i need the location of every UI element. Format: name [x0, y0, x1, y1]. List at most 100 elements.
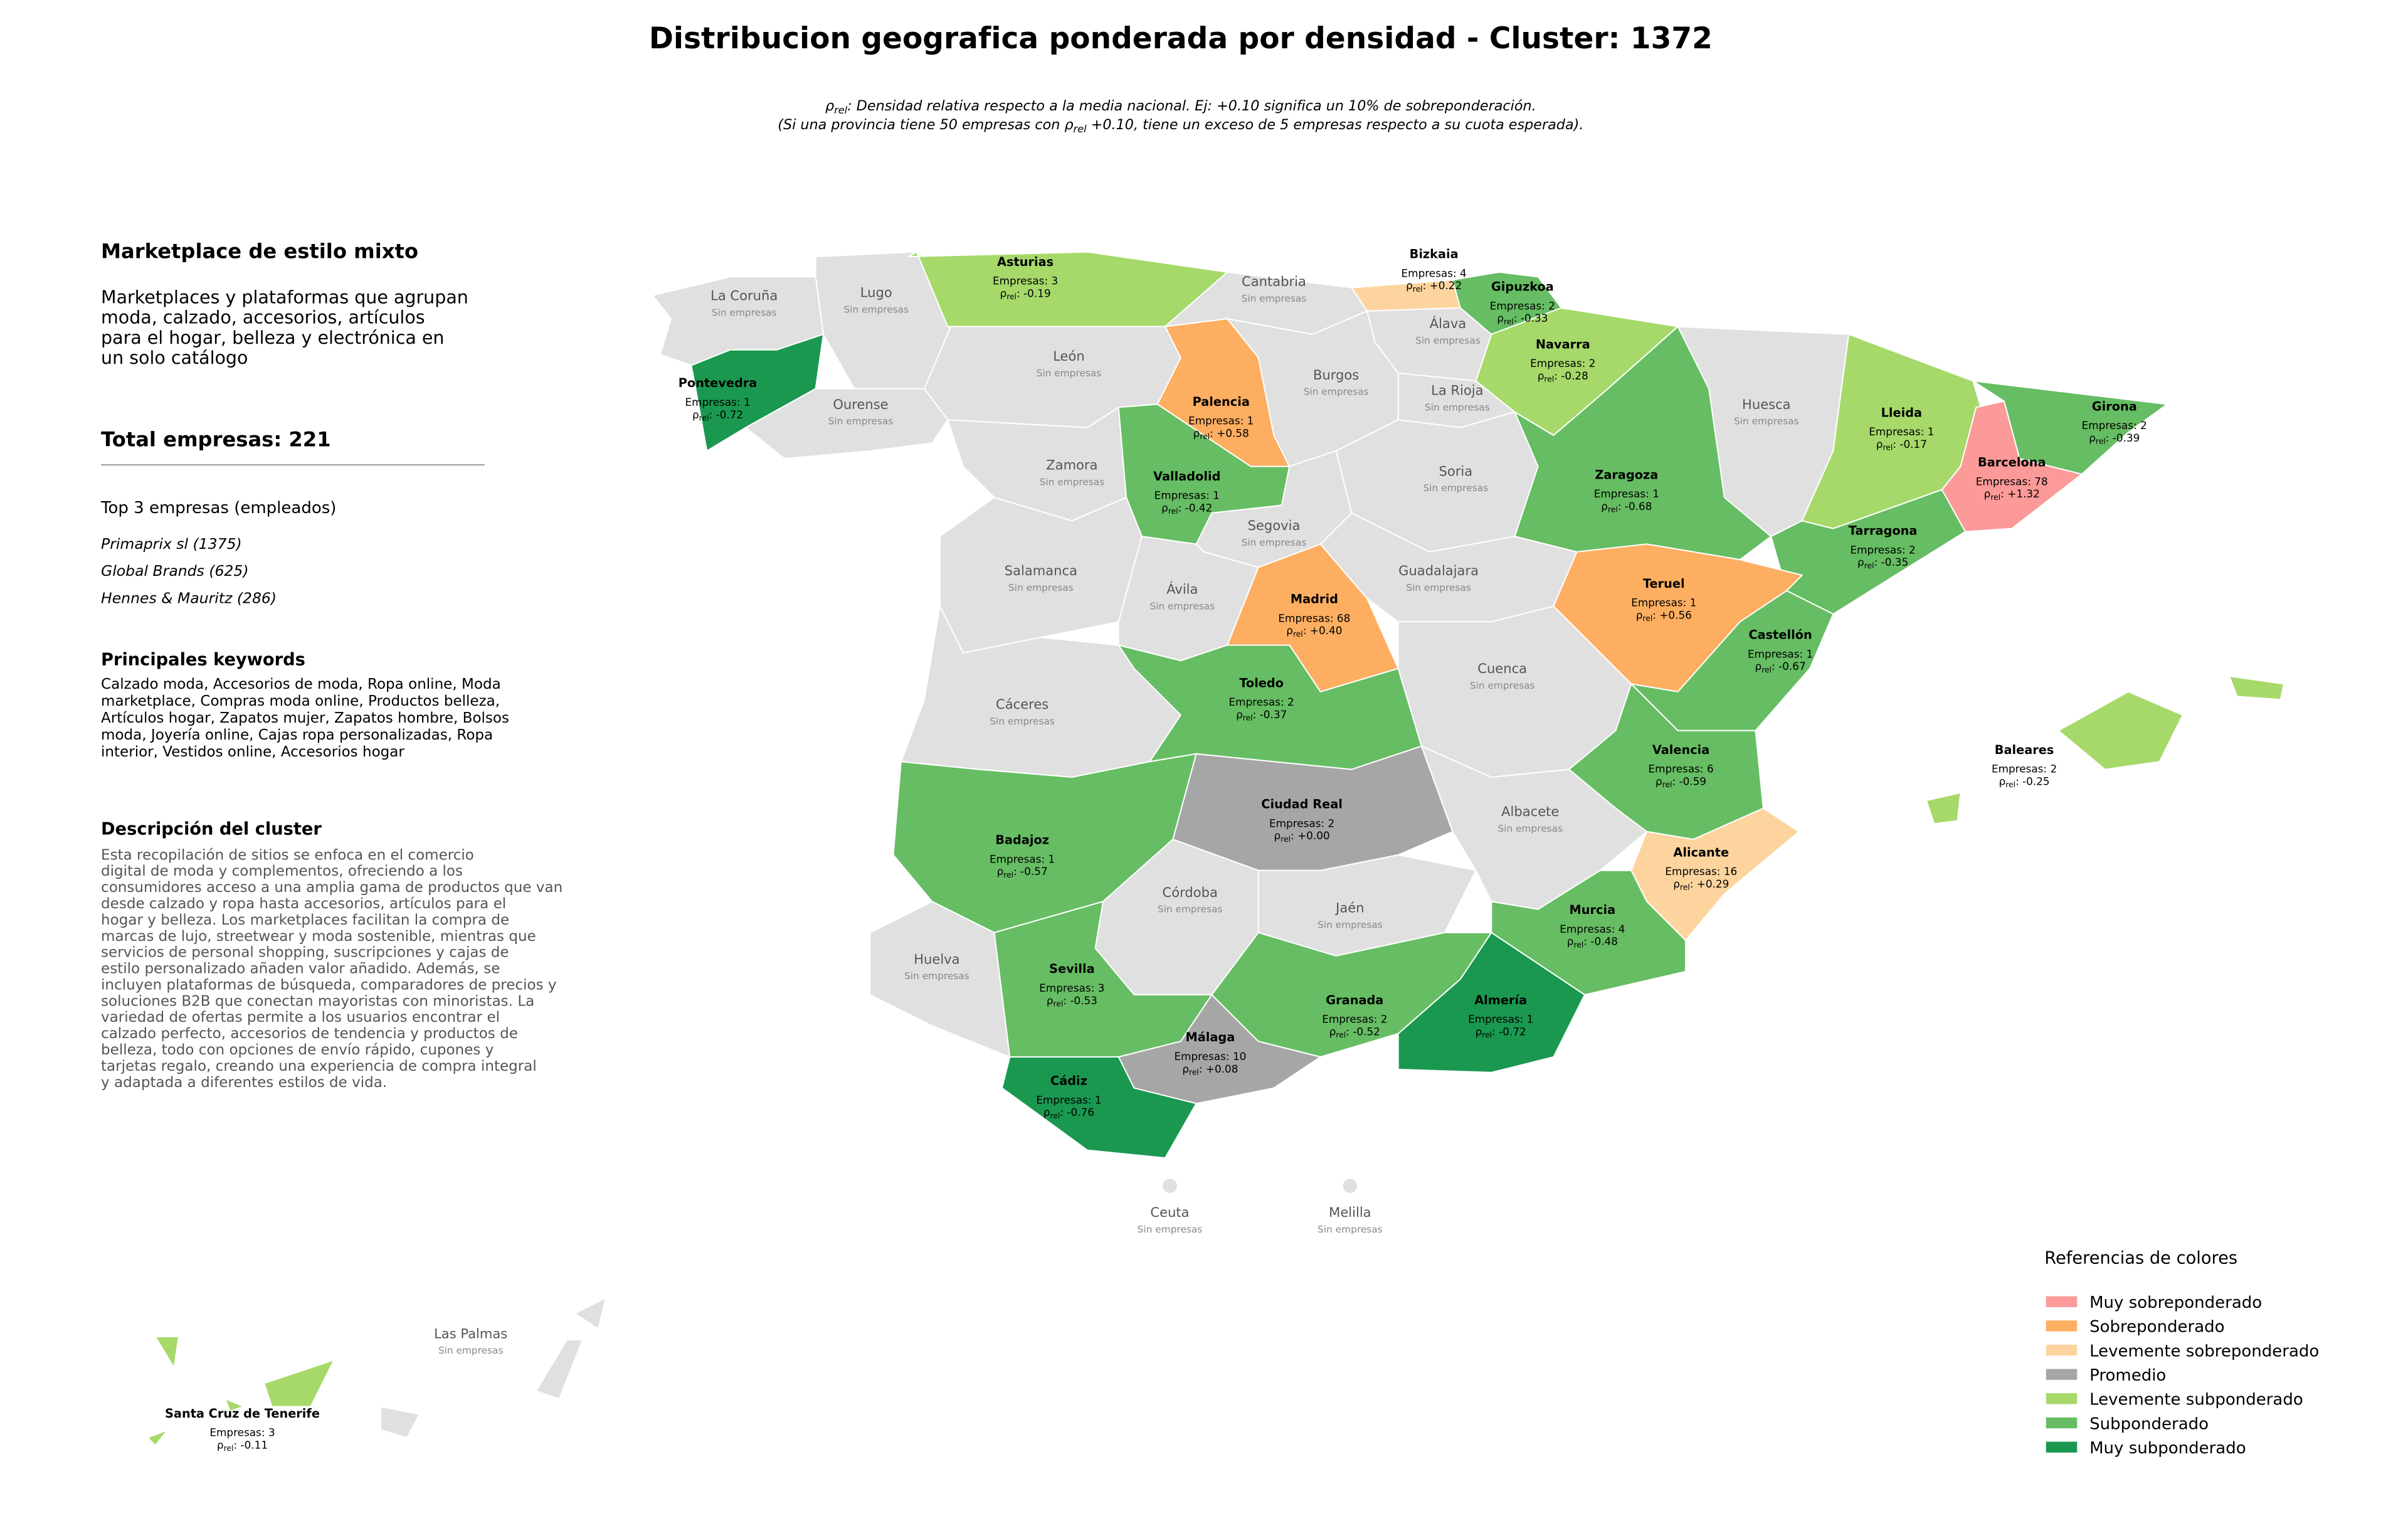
companies-count: 2: [1381, 1012, 1388, 1025]
subtitle-line: (Si una provincia tiene 50 empresas con …: [778, 117, 1583, 135]
rho-subscript: rel: [1336, 1031, 1346, 1039]
description-line: soluciones B2B que conectan mayoristas c…: [101, 993, 534, 1009]
province-rho: ρrel: -0.67: [1755, 660, 1806, 674]
province-rho: ρrel: +0.29: [1673, 878, 1729, 892]
province-name: Palencia: [1193, 395, 1250, 409]
rho-subscript: rel: [1168, 507, 1178, 516]
rho-value: +0.00: [1297, 829, 1330, 842]
province-rho: ρrel: +0.08: [1182, 1063, 1238, 1077]
province-companies: Empresas: 3: [993, 275, 1058, 287]
province-companies: Empresas: 1: [1468, 1012, 1533, 1025]
rho-separator: :: [1618, 500, 1622, 512]
rho-value: -0.53: [1070, 994, 1097, 1007]
legend: Referencias de colores Muy sobreponderado…: [2044, 1248, 2319, 1457]
province-name: Málaga: [1186, 1030, 1235, 1044]
no-companies: Sin empresas: [712, 307, 777, 318]
no-companies: Sin empresas: [1497, 823, 1563, 834]
rho-separator: :: [709, 408, 713, 421]
rho-value: -0.11: [241, 1438, 268, 1451]
province-companies: Empresas: 4: [1402, 267, 1467, 279]
no-companies: Sin empresas: [1415, 335, 1481, 346]
province: [1926, 676, 2284, 825]
no-companies: Sin empresas: [1008, 582, 1074, 593]
description-line: variedad de ofertas permite a los usuari…: [101, 1009, 500, 1026]
companies-count: 1: [1527, 1012, 1534, 1025]
province-rho: ρrel: -0.39: [2089, 432, 2140, 446]
no-companies: Sin empresas: [1149, 600, 1215, 612]
rho-separator: :: [1063, 994, 1067, 1007]
rho-separator: :: [1893, 438, 1896, 450]
rho-subscript: rel: [1189, 1068, 1199, 1076]
province-companies: Empresas: 4: [1560, 923, 1625, 935]
no-companies: Sin empresas: [843, 304, 909, 315]
label-layer: La Coruña Sin empresas Lugo Sin empresas Ast…: [165, 247, 2147, 1453]
rho-separator: :: [1017, 287, 1020, 300]
rho-subscript: rel: [1050, 1112, 1060, 1120]
description-line: estilo personalizado añaden valor añadid…: [101, 961, 500, 977]
province-rho: ρrel: -0.53: [1047, 994, 1097, 1009]
legend-label: Sobreponderado: [2089, 1318, 2224, 1337]
province-name: Tarragona: [1849, 524, 1918, 538]
rho-subscript: rel: [1990, 493, 2000, 502]
province-companies: Empresas: 2: [1992, 763, 2057, 775]
rho-symbol: ρ: [1161, 501, 1168, 514]
rho-separator: :: [1210, 427, 1213, 440]
rho-symbol: ρ: [1656, 775, 1662, 787]
subtitle-segment: +0.10, tiene un exceso de 5 empresas res…: [1087, 117, 1584, 133]
province-rho: ρrel: +0.40: [1286, 624, 1342, 639]
province-companies: Empresas: 1: [1748, 647, 1813, 660]
province-companies: Empresas: 2: [1851, 543, 1916, 556]
summary-line: Marketplaces y plataformas que agrupan: [101, 287, 468, 307]
rho-symbol: ρ: [217, 1438, 224, 1451]
rho-symbol: ρ: [1236, 708, 1243, 721]
no-companies: Sin empresas: [1040, 476, 1105, 487]
companies-count: 1: [744, 396, 751, 408]
province-name: Segovia: [1248, 517, 1301, 533]
rho-subscript: rel: [1761, 666, 1772, 674]
sidebar-heading: Marketplace de estilo mixto: [101, 240, 418, 263]
legend-label: Muy subponderado: [2089, 1439, 2246, 1458]
rho-separator: :: [1060, 1106, 1064, 1118]
province-rho: ρrel: -0.17: [1876, 438, 1927, 452]
province-name: Badajoz: [995, 833, 1049, 847]
summary-line: para el hogar, belleza y electrónica en: [101, 327, 444, 348]
legend-title: Referencias de colores: [2044, 1248, 2237, 1268]
description-title: Descripción del cluster: [101, 820, 322, 839]
province-companies: Empresas: 6: [1648, 763, 1713, 775]
province-companies: Empresas: 2: [1322, 1012, 1387, 1025]
province-rho: ρrel: -0.28: [1538, 369, 1588, 384]
rho-separator: :: [1199, 1063, 1203, 1075]
province-name: Cuenca: [1477, 661, 1527, 676]
rho-separator: :: [2106, 432, 2110, 444]
rho-value: -0.68: [1625, 500, 1652, 512]
rho-value: -0.33: [1521, 312, 1548, 324]
description-line: hogar y belleza. Los marketplaces facili…: [101, 912, 509, 928]
companies-count: 1: [1928, 425, 1935, 438]
rho-symbol: ρ: [1876, 438, 1883, 450]
province-rho: ρrel: -0.72: [692, 408, 743, 423]
companies-count: 6: [1707, 763, 1714, 775]
rho-separator: :: [1178, 501, 1182, 514]
province-name: Castellón: [1748, 628, 1812, 642]
province-name: Burgos: [1313, 367, 1359, 383]
companies-label: Empresas:: [685, 396, 740, 408]
rho-symbol: ρ: [1476, 1025, 1482, 1037]
rho-value: -0.19: [1023, 287, 1051, 300]
province-rho: ρrel: -0.42: [1161, 501, 1212, 516]
province-layer: [147, 251, 2284, 1446]
no-companies: Sin empresas: [1423, 482, 1489, 494]
province-name: Asturias: [997, 255, 1054, 269]
province-companies: Empresas: 3: [209, 1426, 275, 1438]
no-companies: Sin empresas: [1425, 401, 1490, 413]
companies-label: Empresas:: [1174, 1050, 1229, 1063]
companies-count: 4: [1460, 267, 1467, 279]
no-companies: Sin empresas: [1318, 1224, 1383, 1235]
companies-count: 2: [1548, 299, 1555, 312]
description-line: marcas de lujo, streetwear y moda sosten…: [101, 928, 536, 945]
keywords-line: marketplace, Compras moda online, Produc…: [101, 693, 500, 709]
rho-separator: :: [1291, 829, 1294, 842]
companies-count: 1: [1095, 1093, 1102, 1106]
rho-separator: :: [1690, 878, 1694, 890]
province: [1941, 400, 2083, 533]
